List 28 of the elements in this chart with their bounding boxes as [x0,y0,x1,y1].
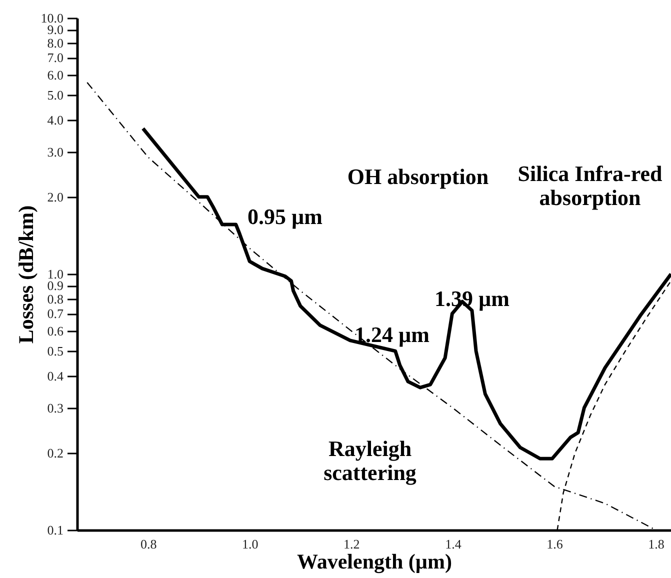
y-axis-title: Losses (dB/km) [14,205,38,344]
y-tick-label: 2.0 [47,189,64,204]
y-tick-label: 0.2 [47,445,64,460]
y-tick-label: 0.5 [47,344,64,359]
y-tick-label: 0.1 [47,522,64,538]
x-axis-title: Wavelength (µm) [297,550,452,574]
annotation: Rayleigh scattering [324,436,416,485]
x-tick-label: 0.8 [140,536,157,552]
y-tick-label: 8.0 [47,35,64,50]
x-tick-label: 1.0 [242,536,258,552]
annotation: Silica Infra-red absorption [518,161,662,210]
y-tick-label: 4.0 [47,112,64,128]
y-tick-label: 0.8 [47,291,64,306]
y-tick-label: 0.6 [47,323,64,338]
y-tick-label: 5.0 [47,88,64,103]
annotation: OH absorption [347,164,489,189]
x-tick-label: 1.8 [648,536,664,552]
y-tick-label: 7.0 [47,50,64,66]
annotation: 0.95 µm [247,204,323,229]
x-tick-label: 1.4 [445,536,462,552]
y-tick-label: 0.4 [47,368,64,384]
x-tick-label: 1.2 [344,536,360,552]
x-tick-label: 1.6 [546,536,564,552]
y-tick-label: 6.0 [47,67,64,82]
y-tick-label: 0.7 [47,306,64,322]
y-tick-label: 3.0 [47,144,64,160]
y-tick-label: 0.3 [47,400,64,416]
annotation: 1.24 µm [354,322,430,347]
